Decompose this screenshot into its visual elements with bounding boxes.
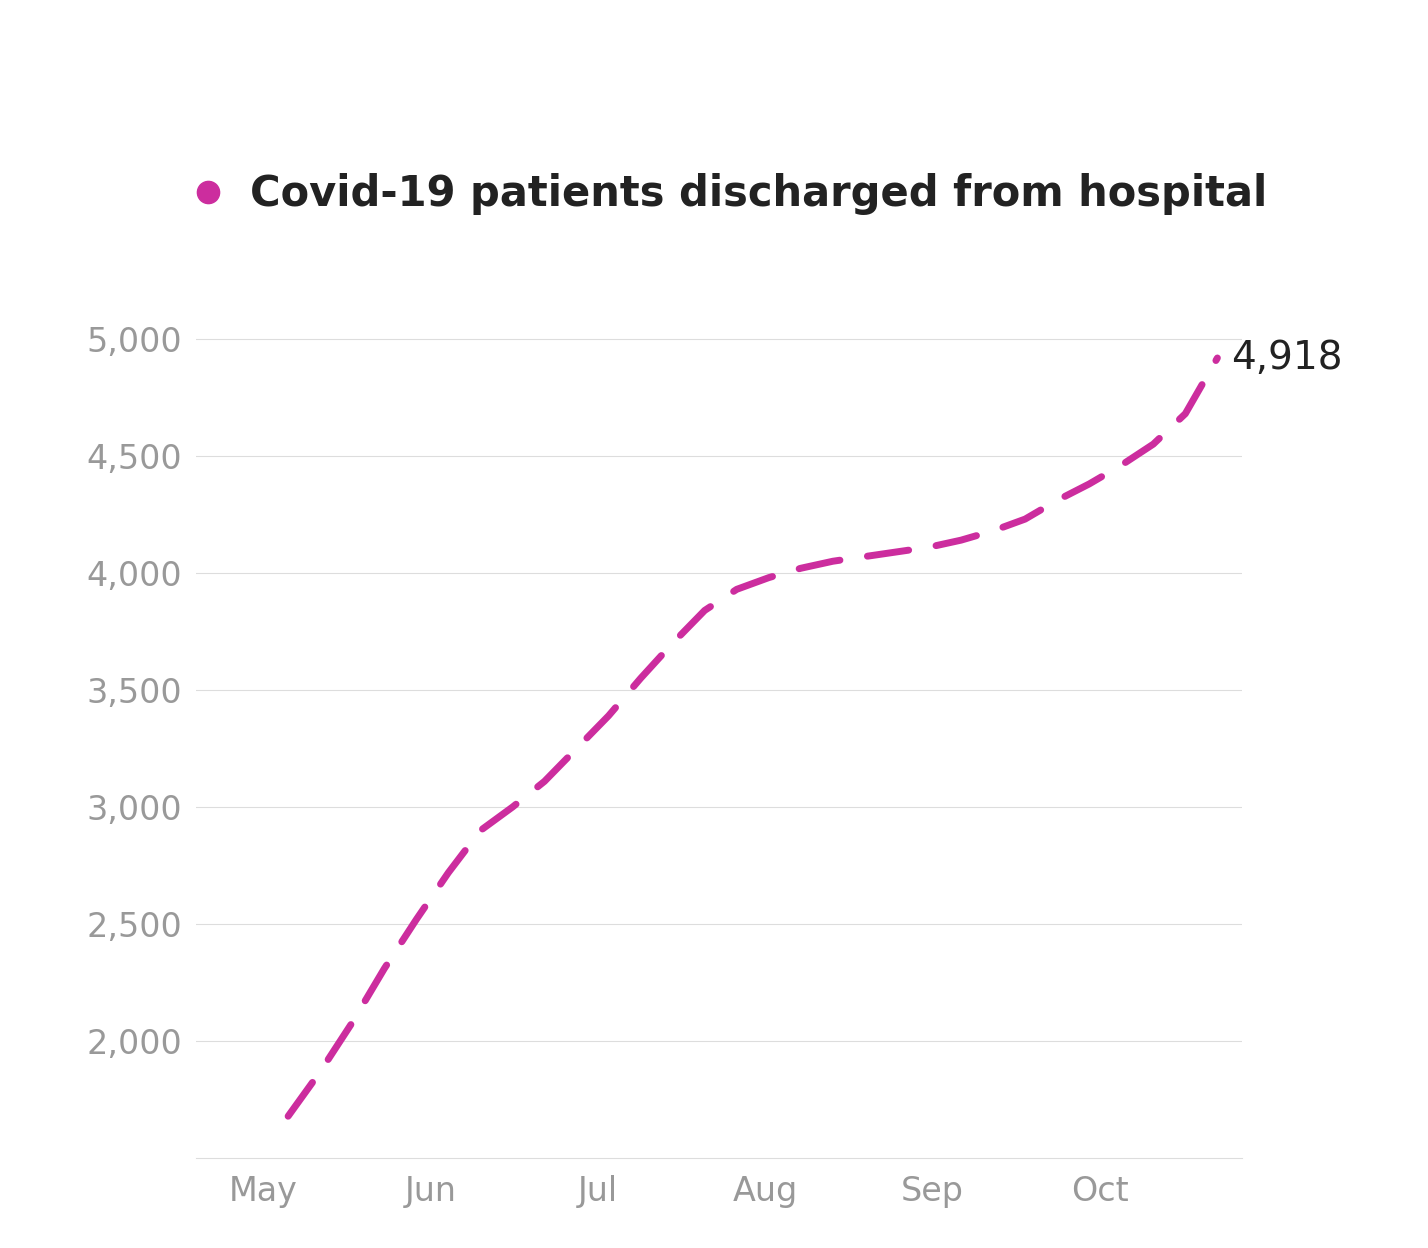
Text: 4,918: 4,918 <box>1231 339 1342 377</box>
Legend: Covid-19 patients discharged from hospital: Covid-19 patients discharged from hospit… <box>176 157 1284 232</box>
